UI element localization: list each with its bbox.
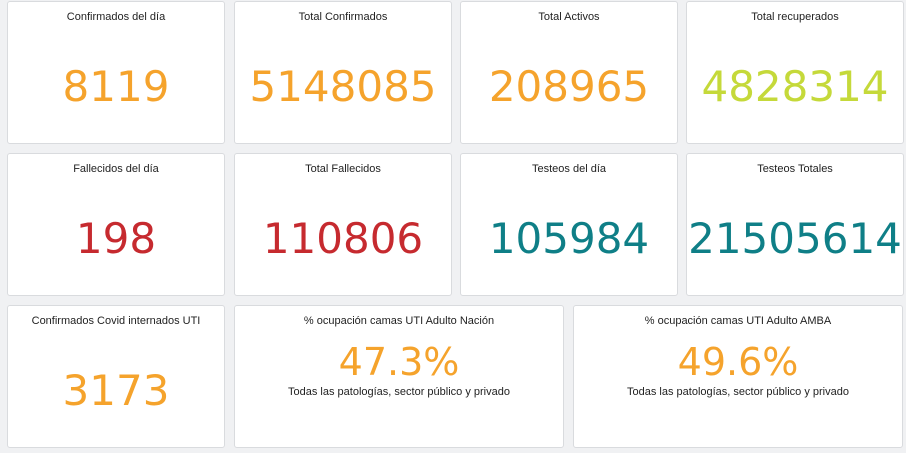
card-title: % ocupación camas UTI Adulto Nación <box>303 315 495 327</box>
card-total-recuperados: Total recuperados 4828314 <box>686 1 904 144</box>
card-subtitle: Todas las patologías, sector público y p… <box>288 386 510 398</box>
card-title: Fallecidos del día <box>73 163 159 175</box>
card-value: 208965 <box>488 62 650 111</box>
card-title: Testeos del día <box>532 163 606 175</box>
card-value: 49.6% <box>677 340 799 384</box>
card-total-activos: Total Activos 208965 <box>460 1 678 144</box>
card-title: Confirmados del día <box>66 11 166 23</box>
card-title: Total recuperados <box>751 11 839 23</box>
card-testeos-del-dia: Testeos del día 105984 <box>460 153 678 296</box>
card-subtitle: Todas las patologías, sector público y p… <box>627 386 849 398</box>
card-title: Confirmados Covid internados UTI <box>31 315 201 327</box>
card-value: 5148085 <box>249 62 437 111</box>
card-title: % ocupación camas UTI Adulto AMBA <box>644 315 832 327</box>
card-value: 21505614 <box>688 214 902 263</box>
card-total-confirmados: Total Confirmados 5148085 <box>234 1 452 144</box>
card-testeos-totales: Testeos Totales 21505614 <box>686 153 904 296</box>
card-total-fallecidos: Total Fallecidos 110806 <box>234 153 452 296</box>
card-value: 8119 <box>62 62 170 111</box>
card-ocupacion-uti-amba: % ocupación camas UTI Adulto AMBA 49.6% … <box>573 305 903 448</box>
card-confirmados-del-dia: Confirmados del día 8119 <box>7 1 225 144</box>
card-internados-uti: Confirmados Covid internados UTI 3173 <box>7 305 225 448</box>
card-title: Total Confirmados <box>298 11 388 23</box>
card-title: Total Activos <box>538 11 600 23</box>
card-value: 110806 <box>262 214 424 263</box>
card-value: 47.3% <box>338 340 460 384</box>
card-value: 3173 <box>62 366 170 415</box>
card-fallecidos-del-dia: Fallecidos del día 198 <box>7 153 225 296</box>
card-ocupacion-uti-nacion: % ocupación camas UTI Adulto Nación 47.3… <box>234 305 564 448</box>
card-value: 105984 <box>488 214 650 263</box>
card-title: Total Fallecidos <box>305 163 381 175</box>
card-value: 4828314 <box>701 62 889 111</box>
card-value: 198 <box>75 214 157 263</box>
card-title: Testeos Totales <box>757 163 833 175</box>
